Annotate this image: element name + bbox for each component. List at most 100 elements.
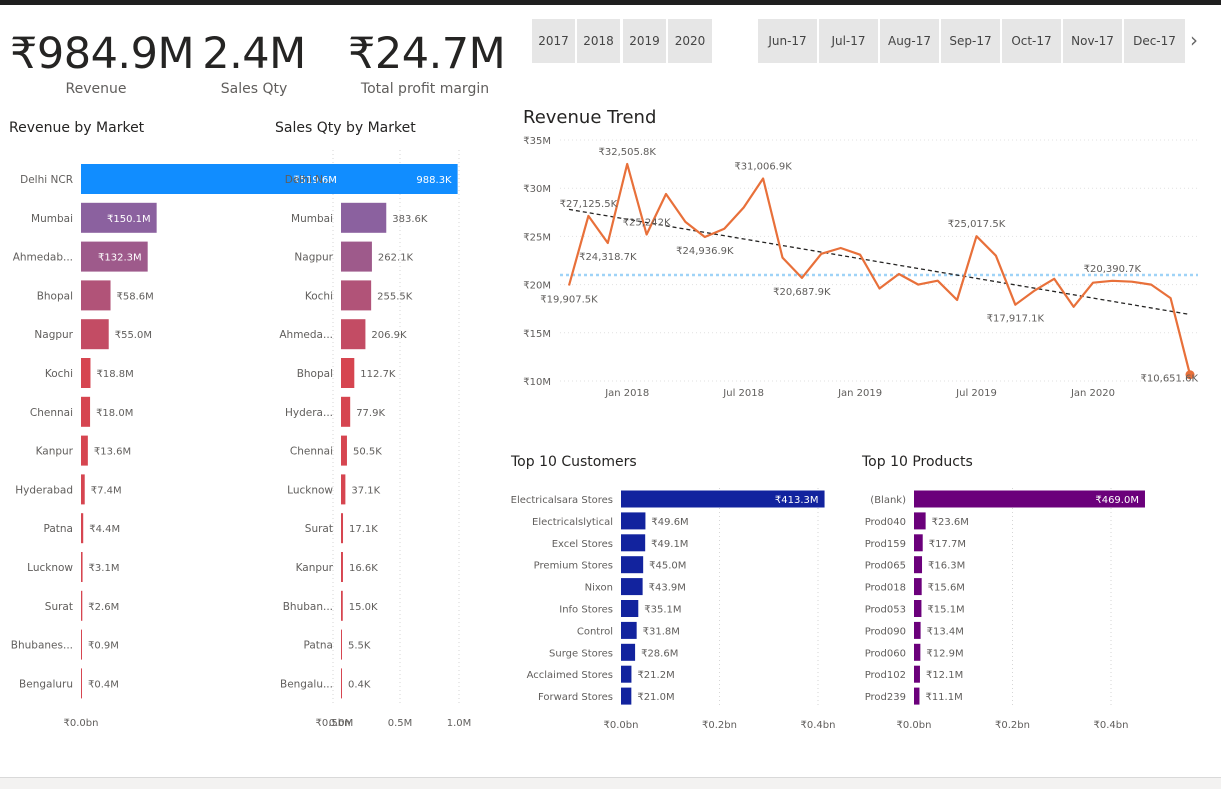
revenue-market-data-label: ₹4.4M <box>89 524 120 535</box>
top-products-bar <box>914 687 920 705</box>
qty-market-bar <box>341 629 342 660</box>
top-products-x-tick-label: ₹0.2bn <box>995 720 1030 731</box>
qty-market-data-label: 262.1K <box>378 253 414 264</box>
qty-market-category-label: Kochi <box>305 290 333 302</box>
trend-data-label: ₹10,651.6K <box>1141 374 1199 385</box>
top-products-x-tick-label: ₹0.0bn <box>897 720 932 731</box>
qty-market-category-label: Hydera... <box>285 407 333 419</box>
top-customers-bar <box>621 578 643 596</box>
revenue-market-data-label: ₹18.0M <box>96 408 133 419</box>
kpi-profit-margin-label: Total profit margin <box>360 81 490 97</box>
trend-data-label: ₹32,505.8K <box>598 147 656 158</box>
qty-market-bar <box>341 241 372 272</box>
qty-market-data-label: 16.6K <box>349 563 378 574</box>
top-products-data-label: ₹12.9M <box>926 648 963 659</box>
top-customers-x-tick-label: ₹0.2bn <box>702 720 737 731</box>
revenue-market-bar <box>81 590 83 621</box>
top-products-data-label: ₹12.1M <box>926 670 963 681</box>
top-products-category-label: Prod018 <box>865 583 906 594</box>
qty-market-data-label: 206.9K <box>371 330 407 341</box>
revenue-market-bar <box>81 513 84 544</box>
slicer-next-chevron-icon[interactable]: › <box>1190 28 1198 52</box>
month-slicer-sep-17[interactable]: Sep-17 <box>941 19 1000 63</box>
month-slicer-jul-17[interactable]: Jul-17 <box>819 19 878 63</box>
revenue-market-category-label: Bhopal <box>37 290 73 302</box>
trend-data-label: ₹19,907.5K <box>540 294 598 305</box>
trend-y-tick-label: ₹20M <box>523 281 551 292</box>
trend-x-tick-label: Jan 2020 <box>1070 388 1115 399</box>
year-slicer-2017[interactable]: 2017 <box>532 19 575 63</box>
year-slicer-2020[interactable]: 2020 <box>668 19 712 63</box>
qty-market-category-label: Delhi N... <box>285 174 333 186</box>
qty-market-data-label: 17.1K <box>349 524 378 535</box>
trend-data-label: ₹25,017.5K <box>948 219 1006 230</box>
top-customers-data-label: ₹49.1M <box>651 539 688 550</box>
qty-market-data-label: 15.0K <box>349 602 378 613</box>
revenue-market-bar <box>81 202 157 233</box>
sales-qty-by-market-title: Sales Qty by Market <box>275 120 416 136</box>
year-slicer-2018[interactable]: 2018 <box>577 19 620 63</box>
month-slicer-dec-17[interactable]: Dec-17 <box>1124 19 1185 63</box>
top-products-data-label: ₹16.3M <box>928 561 965 572</box>
trend-x-tick-label: Jan 2018 <box>604 388 649 399</box>
top-products-data-label: ₹17.7M <box>929 539 966 550</box>
trend-data-label: ₹27,125.5K <box>560 199 618 210</box>
revenue-market-data-label: ₹13.6M <box>94 447 131 458</box>
top-customers-bar <box>621 512 646 530</box>
kpi-sales-qty-label: Sales Qty <box>220 81 288 97</box>
revenue-by-market-title: Revenue by Market <box>9 120 145 136</box>
qty-market-data-label: 383.6K <box>392 214 428 225</box>
top-customers-data-label: ₹45.0M <box>649 561 686 572</box>
top-customers-category-label: Excel Stores <box>552 539 613 550</box>
revenue-market-x-tick-label: ₹0.5bn <box>316 718 351 729</box>
top-products-bar <box>914 643 921 661</box>
trend-y-tick-label: ₹10M <box>523 377 551 388</box>
revenue-market-data-label: ₹519.6M <box>293 175 337 186</box>
trend-data-label: ₹31,006.9K <box>734 161 792 172</box>
qty-market-bar <box>341 590 343 621</box>
revenue-market-category-label: Kanpur <box>36 446 74 458</box>
month-slicer-oct-17[interactable]: Oct-17 <box>1002 19 1061 63</box>
revenue-market-data-label: ₹7.4M <box>91 485 122 496</box>
revenue-market-data-label: ₹55.0M <box>115 330 152 341</box>
top-products-bar <box>914 600 922 617</box>
revenue-trend-title: Revenue Trend <box>523 107 657 128</box>
qty-market-category-label: Kanpur <box>296 562 334 574</box>
top-products-title: Top 10 Products <box>862 454 973 470</box>
month-slicer-jun-17[interactable]: Jun-17 <box>758 19 817 63</box>
top-customers-data-label: ₹43.9M <box>649 583 686 594</box>
revenue-market-category-label: Mumbai <box>31 213 73 225</box>
year-slicer-2019[interactable]: 2019 <box>623 19 666 63</box>
top-customers-title: Top 10 Customers <box>511 454 637 470</box>
trend-data-label: ₹25,242K <box>623 217 671 228</box>
qty-market-bar <box>341 474 346 505</box>
revenue-market-bar <box>81 474 85 505</box>
revenue-market-data-label: ₹0.4M <box>88 679 119 690</box>
top-products-data-label: ₹469.0M <box>1095 495 1139 506</box>
qty-market-category-label: Lucknow <box>287 484 333 496</box>
qty-market-category-label: Nagpur <box>294 252 333 264</box>
revenue-market-category-label: Surat <box>45 601 73 613</box>
qty-market-category-label: Surat <box>305 523 333 535</box>
top-customers-bar <box>621 665 632 683</box>
qty-market-category-label: Mumbai <box>291 213 333 225</box>
revenue-market-category-label: Kochi <box>45 368 73 380</box>
kpi-sales-qty-value: 2.4M <box>202 29 306 79</box>
trend-x-tick-label: Jan 2019 <box>837 388 882 399</box>
top-products-data-label: ₹15.1M <box>927 605 964 616</box>
trend-y-tick-label: ₹30M <box>523 184 551 195</box>
qty-market-bar <box>341 396 351 427</box>
qty-market-data-label: 112.7K <box>360 369 396 380</box>
revenue-market-bar <box>81 552 83 582</box>
revenue-market-data-label: ₹3.1M <box>89 563 120 574</box>
top-customers-category-label: Electricalslytical <box>532 517 613 528</box>
qty-market-data-label: 37.1K <box>351 485 380 496</box>
qty-market-bar <box>341 319 366 350</box>
month-slicer-nov-17[interactable]: Nov-17 <box>1063 19 1122 63</box>
month-slicer-aug-17[interactable]: Aug-17 <box>880 19 939 63</box>
kpi-profit-margin-card: ₹24.7M Total profit margin <box>348 30 506 97</box>
revenue-market-bar <box>81 435 88 466</box>
kpi-revenue-label: Revenue <box>65 81 127 97</box>
trend-x-tick-label: Jul 2018 <box>722 388 764 399</box>
revenue-market-category-label: Bengaluru <box>19 678 73 690</box>
